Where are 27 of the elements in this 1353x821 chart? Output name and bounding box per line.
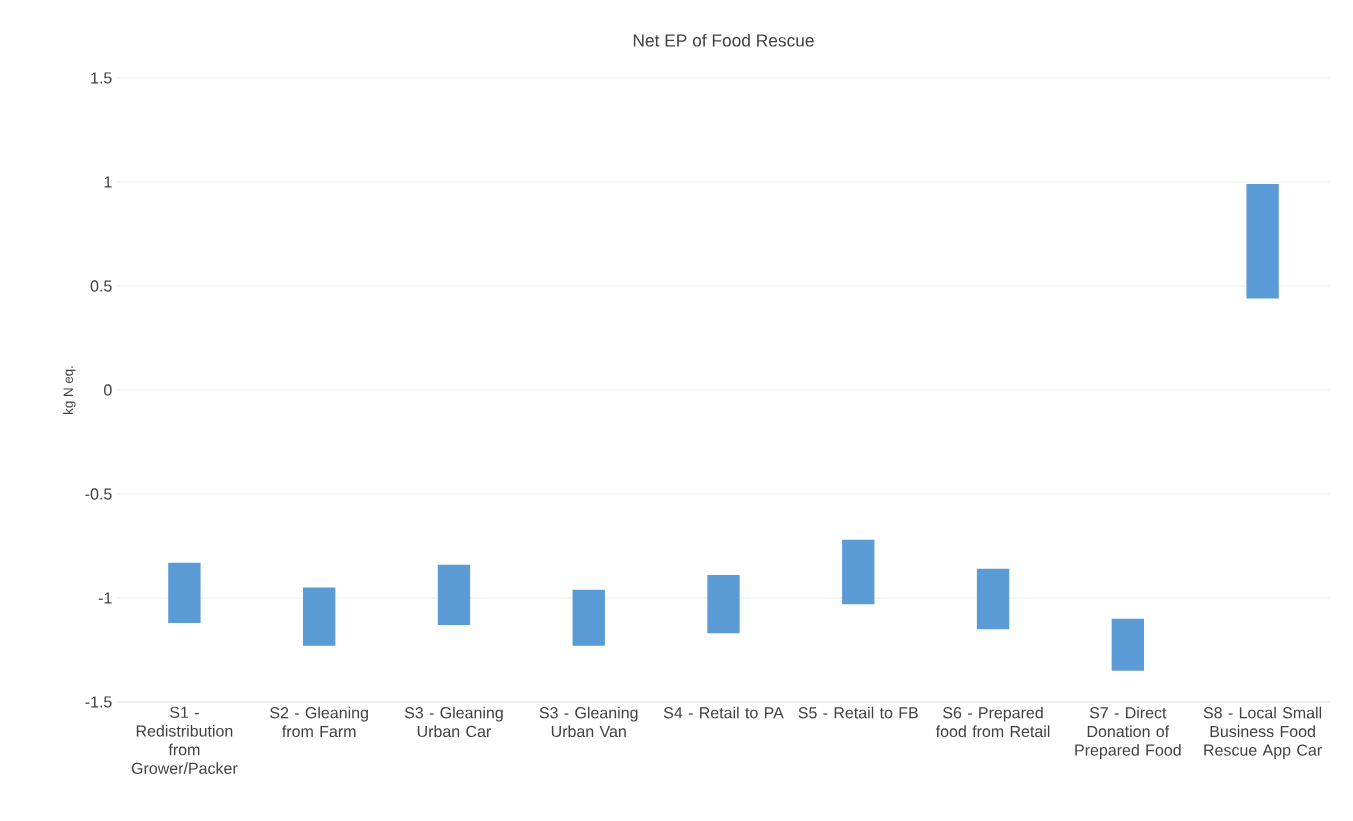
- y-tick-label: -0.5: [85, 488, 112, 500]
- bar: [1111, 618, 1144, 671]
- bar: [303, 587, 336, 646]
- x-tick-label: S8 - Local Small Business Food Rescue App Car: [1203, 706, 1322, 759]
- x-tick-label: S1 - Redistribution from Grower/Packer: [131, 706, 238, 775]
- y-tick-label: -1.5: [85, 696, 112, 708]
- x-tick-label: S5 - Retail to FB: [798, 706, 918, 719]
- bar: [976, 568, 1010, 630]
- bar: [572, 589, 605, 646]
- bar: [168, 562, 201, 623]
- x-tick-label: S4 - Retail to PA: [663, 706, 784, 719]
- x-tick-label: S3 - Gleaning Urban Van: [539, 706, 638, 738]
- y-tick-label: 0.5: [90, 280, 112, 292]
- bar: [842, 539, 875, 605]
- chart-title: Net EP of Food Rescue: [633, 33, 814, 47]
- bar: [707, 575, 740, 634]
- x-tick-label: S3 - Gleaning Urban Car: [404, 706, 503, 738]
- y-tick-label: 0: [104, 384, 112, 396]
- bar: [1246, 184, 1279, 299]
- x-tick-label: S7 - Direct Donation of Prepared Food: [1075, 706, 1181, 759]
- bar: [437, 564, 471, 626]
- y-axis-title: kg N eq.: [63, 366, 76, 414]
- x-tick-label: S6 - Prepared food from Retail: [935, 706, 1050, 738]
- y-tick-label: 1.5: [91, 72, 112, 84]
- y-tick-label: -1: [98, 592, 112, 604]
- x-tick-label: S2 - Gleaning from Farm: [270, 706, 368, 738]
- y-tick-label: 1: [104, 176, 112, 188]
